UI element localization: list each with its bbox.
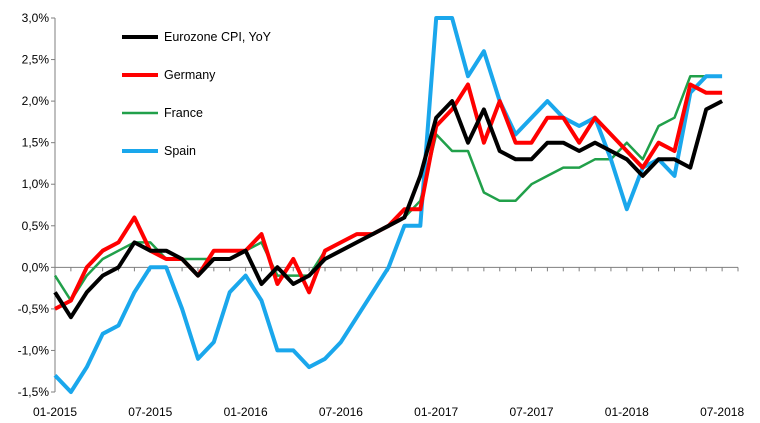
x-tick-label: 07-2018 bbox=[700, 405, 744, 419]
y-tick-label: -1,0% bbox=[18, 343, 50, 357]
series-line-spain bbox=[53, 16, 723, 394]
x-tick-label: 07-2017 bbox=[509, 405, 553, 419]
y-tick-label: 0,0% bbox=[22, 260, 50, 274]
y-tick-label: 1,5% bbox=[22, 136, 50, 150]
legend-label: Eurozone CPI, YoY bbox=[164, 30, 272, 44]
legend: Eurozone CPI, YoY Germany France Spain bbox=[122, 30, 272, 158]
y-tick-label: 1,0% bbox=[22, 177, 50, 191]
y-tick-label: 0,5% bbox=[22, 219, 50, 233]
y-tick-label: 3,0% bbox=[22, 11, 50, 25]
y-tick-label: 2,5% bbox=[22, 53, 50, 67]
x-tick-label: 01-2018 bbox=[605, 405, 649, 419]
y-axis: -1,5% -1,0% -0,5% 0,0% 0,5% 1,0% 1,5% 2,0% 2,5% 3… bbox=[18, 11, 56, 399]
legend-label: Germany bbox=[164, 68, 216, 82]
y-tick-label: -0,5% bbox=[18, 302, 50, 316]
series-line-eurozone-cpi-yoy bbox=[53, 99, 724, 320]
x-tick-label: 07-2015 bbox=[128, 405, 172, 419]
legend-label: Spain bbox=[164, 144, 196, 158]
x-tick-label: 01-2015 bbox=[33, 405, 77, 419]
y-tick-label: 2,0% bbox=[22, 94, 50, 108]
x-tick-label: 07-2016 bbox=[319, 405, 363, 419]
y-tick-label: -1,5% bbox=[18, 385, 50, 399]
x-tick-label: 01-2017 bbox=[414, 405, 458, 419]
legend-label: France bbox=[164, 106, 203, 120]
x-tick-label: 01-2016 bbox=[224, 405, 268, 419]
x-axis: 01-2015 07-2015 01-2016 07-2016 01-2017 07-20… bbox=[33, 266, 744, 419]
series-lines bbox=[53, 16, 724, 394]
